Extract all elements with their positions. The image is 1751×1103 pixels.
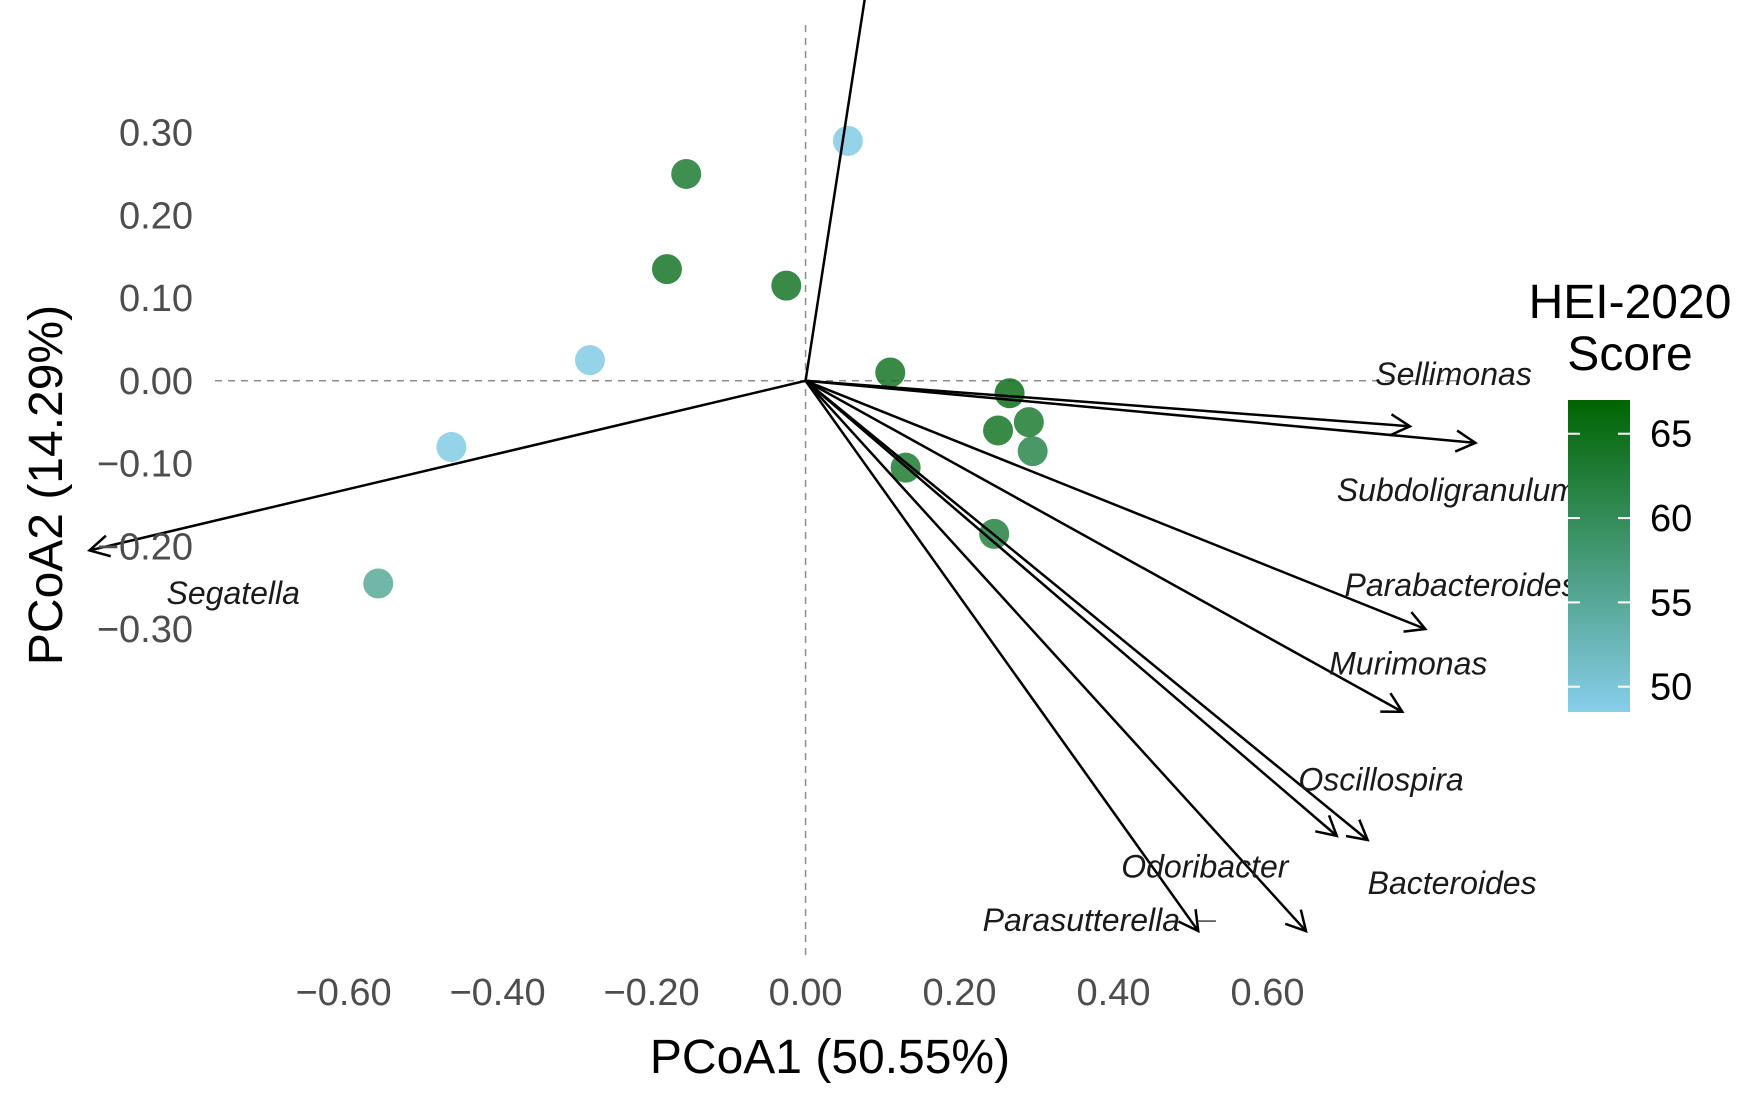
sample-point <box>771 270 802 301</box>
legend-title-line1: HEI-2020 <box>1529 276 1732 329</box>
x-axis-title: PCoA1 (50.55%) <box>650 1031 1010 1084</box>
y-tick-label: −0.10 <box>97 444 193 486</box>
sample-point <box>983 415 1014 446</box>
legend-title-line2: Score <box>1567 328 1692 381</box>
legend-colorbar <box>1568 400 1630 712</box>
sample-point <box>1013 407 1044 438</box>
vector-label-murimonas: Murimonas <box>1329 646 1487 682</box>
vector-arrow-odoribacter <box>804 379 1307 932</box>
x-tick-label: −0.40 <box>449 972 545 1014</box>
x-axis-ticks: −0.60 −0.40 −0.20 0.00 0.20 0.40 0.60 <box>296 972 1305 1014</box>
y-tick-label: 0.20 <box>119 195 193 237</box>
vector-label-bacteroides: Bacteroides <box>1368 865 1537 901</box>
vector-arrow-bacteroides <box>804 379 1369 841</box>
sample-point <box>832 125 863 156</box>
y-tick-label: 0.10 <box>119 278 193 320</box>
sample-point <box>574 345 605 376</box>
vector-arrowhead <box>1315 814 1339 838</box>
x-tick-label: 0.60 <box>1231 972 1305 1014</box>
legend-ticks: 65 60 55 50 <box>1568 414 1692 709</box>
vector-arrowhead <box>1380 692 1405 714</box>
sample-point <box>363 568 394 599</box>
vector-label-segatella: Segatella <box>167 575 300 611</box>
x-tick-label: 0.40 <box>1077 972 1151 1014</box>
vector-label-odoribacter: Odoribacter <box>1121 848 1290 884</box>
sample-point <box>671 158 702 189</box>
vector-label-parabacteroides: Parabacteroides <box>1345 567 1578 603</box>
sample-point <box>1017 436 1048 467</box>
x-tick-label: −0.20 <box>603 972 699 1014</box>
sample-point <box>436 431 467 462</box>
vector-arrow-parasutterella <box>804 380 1200 932</box>
x-tick-label: 0.20 <box>923 972 997 1014</box>
legend-tick-label: 65 <box>1650 414 1692 456</box>
sample-point <box>875 357 906 388</box>
vector-arrow-subdoligranulum <box>805 379 1476 445</box>
y-axis-ticks: 0.30 0.20 0.10 0.00 −0.10 −0.20 −0.30 <box>97 113 193 651</box>
x-tick-label: −0.60 <box>296 972 392 1014</box>
vector-arrowhead <box>1389 413 1413 437</box>
vector-label-oscillospira: Oscillospira <box>1298 761 1463 797</box>
vector-arrowhead <box>1177 909 1200 934</box>
points-layer <box>363 125 1048 599</box>
sample-point <box>651 254 682 285</box>
vector-arrowhead <box>86 534 112 558</box>
vector-arrow-murimonas <box>804 379 1403 713</box>
sample-point <box>994 378 1025 409</box>
vector-arrow-segatella <box>89 379 806 552</box>
vectors-layer <box>86 0 1478 934</box>
y-tick-label: −0.20 <box>97 526 193 568</box>
vector-arrow-sellimonas <box>805 379 1411 428</box>
vector-arrow-faecalibacterium <box>804 0 866 381</box>
y-axis-title: PCoA2 (14.29%) <box>20 305 73 665</box>
y-tick-label: −0.30 <box>97 609 193 651</box>
legend-tick-label: 60 <box>1650 498 1692 540</box>
vector-arrow-oscillospira <box>804 379 1338 837</box>
vector-arrow-parabacteroides <box>805 379 1426 631</box>
legend-tick-label: 50 <box>1650 667 1692 709</box>
x-tick-label: 0.00 <box>769 972 843 1014</box>
vector-arrowhead <box>1403 611 1428 633</box>
vector-label-subdoligranulum: Subdoligranulum <box>1337 472 1577 508</box>
legend: HEI-2020 Score 65 60 55 50 <box>1529 276 1732 712</box>
vector-labels-layer: FaecalibacteriumSegatellaSellimonasSubdo… <box>167 356 1578 938</box>
y-tick-label: 0.00 <box>119 361 193 403</box>
vector-arrowhead <box>1284 909 1308 933</box>
vector-arrowhead <box>1345 819 1370 842</box>
y-tick-label: 0.30 <box>119 113 193 155</box>
reference-lines <box>215 25 1460 960</box>
vector-label-parasutterella: Parasutterella <box>983 902 1180 938</box>
vector-arrowhead <box>1454 429 1478 453</box>
vector-label-sellimonas: Sellimonas <box>1375 356 1532 392</box>
legend-tick-label: 55 <box>1650 582 1692 624</box>
